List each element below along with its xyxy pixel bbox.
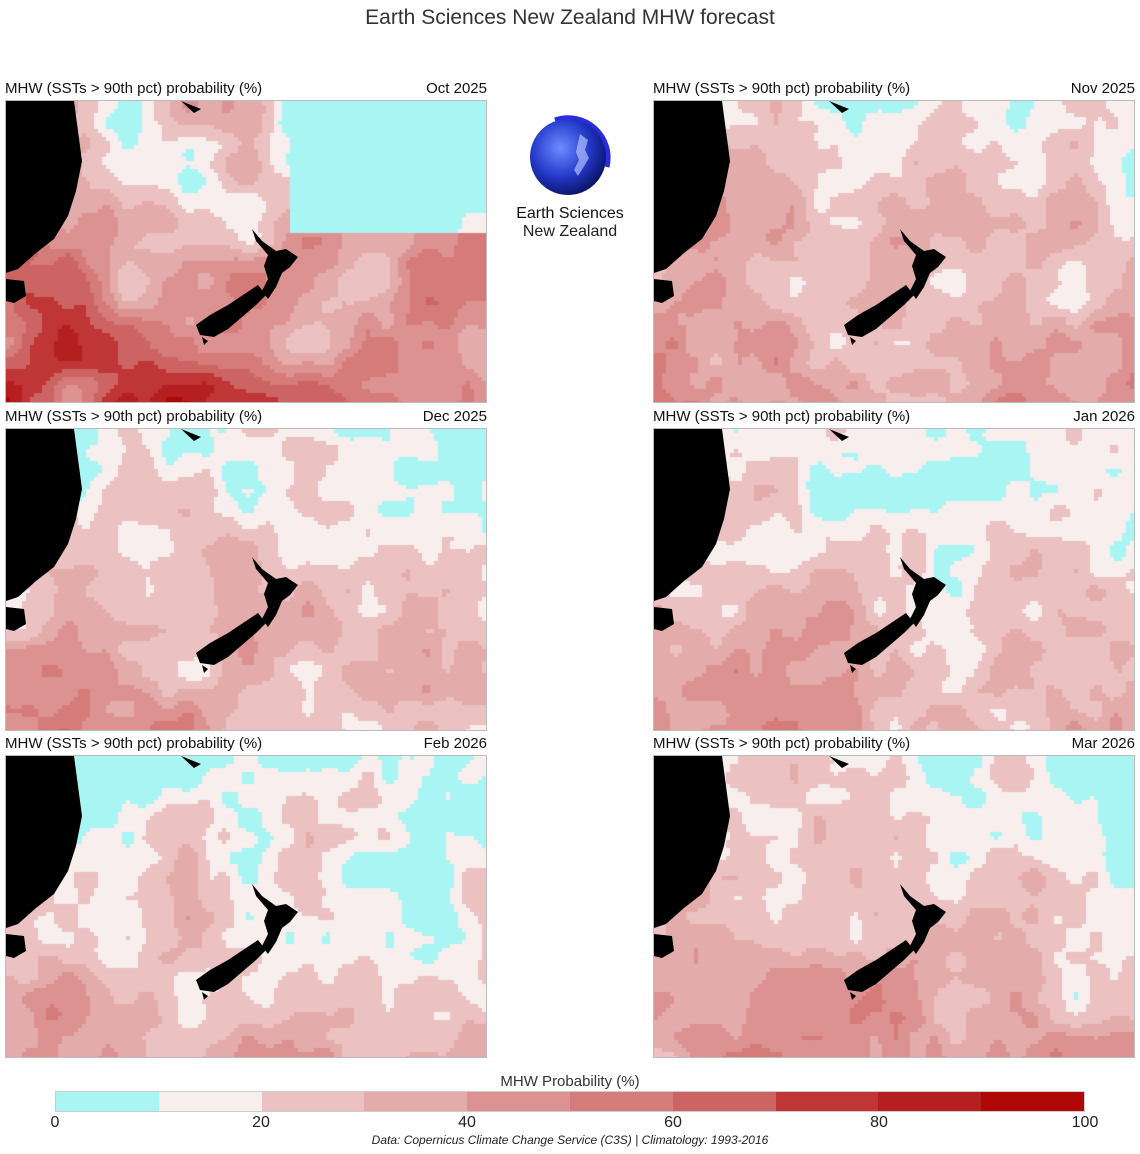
colorbar-tick: 40 bbox=[458, 1114, 476, 1131]
colorbar-bin bbox=[672, 1092, 776, 1111]
colorbar-bin bbox=[364, 1092, 468, 1111]
probability-field bbox=[654, 101, 1134, 402]
probability-map bbox=[5, 428, 487, 731]
panel-title: MHW (SSTs > 90th pct) probability (%) bbox=[5, 408, 263, 425]
figure-title: Earth Sciences New Zealand MHW forecast bbox=[365, 6, 775, 29]
probability-field bbox=[6, 756, 486, 1057]
map-panel-feb-2026: MHW (SSTs > 90th pct) probability (%) Fe… bbox=[5, 735, 487, 1058]
panel-date: Nov 2025 bbox=[1070, 80, 1135, 97]
map-panel-jan-2026: MHW (SSTs > 90th pct) probability (%) Ja… bbox=[653, 408, 1135, 731]
colorbar bbox=[55, 1091, 1085, 1112]
probability-map bbox=[653, 755, 1135, 1058]
colorbar-bin bbox=[775, 1092, 879, 1111]
panel-title: MHW (SSTs > 90th pct) probability (%) bbox=[653, 735, 911, 752]
probability-map bbox=[653, 100, 1135, 403]
map-panel-oct-2025: MHW (SSTs > 90th pct) probability (%) Oc… bbox=[5, 80, 487, 403]
colorbar-bin bbox=[981, 1092, 1084, 1111]
globe-icon bbox=[530, 115, 611, 195]
probability-map bbox=[5, 100, 487, 403]
land-mask bbox=[6, 101, 298, 345]
panel-title: MHW (SSTs > 90th pct) probability (%) bbox=[5, 80, 263, 97]
land-mask bbox=[6, 429, 298, 673]
logo-line-1: Earth Sciences bbox=[516, 205, 624, 222]
probability-map bbox=[5, 755, 487, 1058]
data-credit: Data: Copernicus Climate Change Service … bbox=[371, 1133, 769, 1147]
colorbar-bin bbox=[261, 1092, 365, 1111]
panel-date: Dec 2025 bbox=[422, 408, 487, 425]
colorbar-label: MHW Probability (%) bbox=[500, 1073, 640, 1090]
probability-map bbox=[653, 428, 1135, 731]
logo-line-2: New Zealand bbox=[522, 223, 618, 240]
probability-field bbox=[654, 429, 1134, 730]
probability-field bbox=[654, 756, 1134, 1057]
colorbar-bin bbox=[56, 1092, 159, 1111]
probability-field bbox=[6, 429, 486, 730]
colorbar-tick: 80 bbox=[870, 1114, 888, 1131]
earth-sciences-logo: Earth Sciences New Zealand bbox=[505, 112, 635, 241]
panel-date: Feb 2026 bbox=[423, 735, 487, 752]
map-panel-mar-2026: MHW (SSTs > 90th pct) probability (%) Ma… bbox=[653, 735, 1135, 1058]
probability-field bbox=[6, 101, 486, 402]
colorbar-bin bbox=[878, 1092, 982, 1111]
panel-title: MHW (SSTs > 90th pct) probability (%) bbox=[653, 80, 911, 97]
colorbar-tick: 0 bbox=[50, 1114, 60, 1131]
map-panel-nov-2025: MHW (SSTs > 90th pct) probability (%) No… bbox=[653, 80, 1135, 403]
panel-date: Jan 2026 bbox=[1073, 408, 1135, 425]
colorbar-tick: 60 bbox=[664, 1114, 682, 1131]
colorbar-tick: 100 bbox=[1071, 1114, 1099, 1131]
land-mask bbox=[654, 429, 946, 673]
land-mask bbox=[654, 101, 946, 345]
colorbar-bin bbox=[158, 1092, 262, 1111]
panel-title: MHW (SSTs > 90th pct) probability (%) bbox=[5, 735, 263, 752]
panel-date: Oct 2025 bbox=[426, 80, 487, 97]
land-mask bbox=[6, 756, 298, 1000]
panel-date: Mar 2026 bbox=[1071, 735, 1135, 752]
panel-title: MHW (SSTs > 90th pct) probability (%) bbox=[653, 408, 911, 425]
colorbar-bin bbox=[467, 1092, 570, 1111]
colorbar-tick: 20 bbox=[252, 1114, 270, 1131]
colorbar-bin bbox=[569, 1092, 673, 1111]
map-panel-dec-2025: MHW (SSTs > 90th pct) probability (%) De… bbox=[5, 408, 487, 731]
land-mask bbox=[654, 756, 946, 1000]
